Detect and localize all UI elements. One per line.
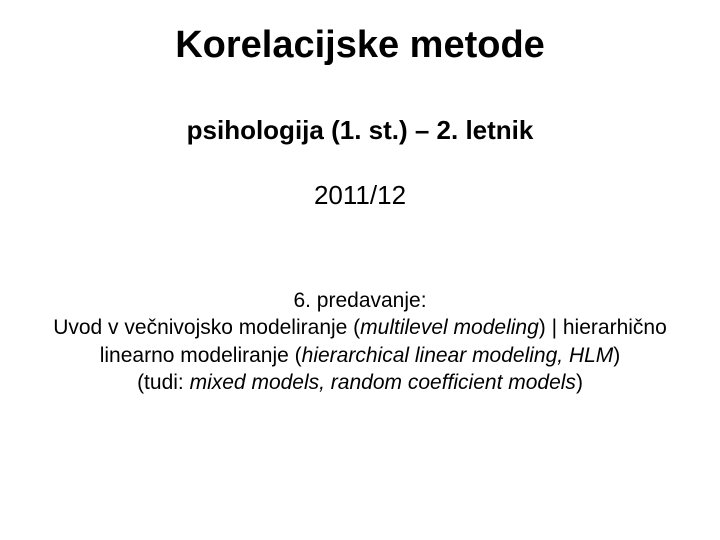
body-text-3: ) [613,344,620,367]
body-text-1: Uvod v večnivojsko modeliranje ( [53,316,360,339]
slide-subtitle: psihologija (1. st.) – 2. letnik [40,115,680,146]
slide-year: 2011/12 [40,180,680,211]
body-text-4: (tudi: [137,371,190,394]
body-text-5: ) [576,371,583,394]
slide-body: 6. predavanje: Uvod v večnivojsko modeli… [40,287,680,396]
body-italic-2: hierarchical linear modeling, HLM [302,344,614,367]
slide-title: Korelacijske metode [40,24,680,67]
lecture-line: 6. predavanje: [293,289,426,312]
slide: Korelacijske metode psihologija (1. st.)… [0,0,720,540]
body-italic-1: multilevel modeling [360,316,539,339]
body-italic-3: mixed models, random coefficient models [190,371,576,394]
